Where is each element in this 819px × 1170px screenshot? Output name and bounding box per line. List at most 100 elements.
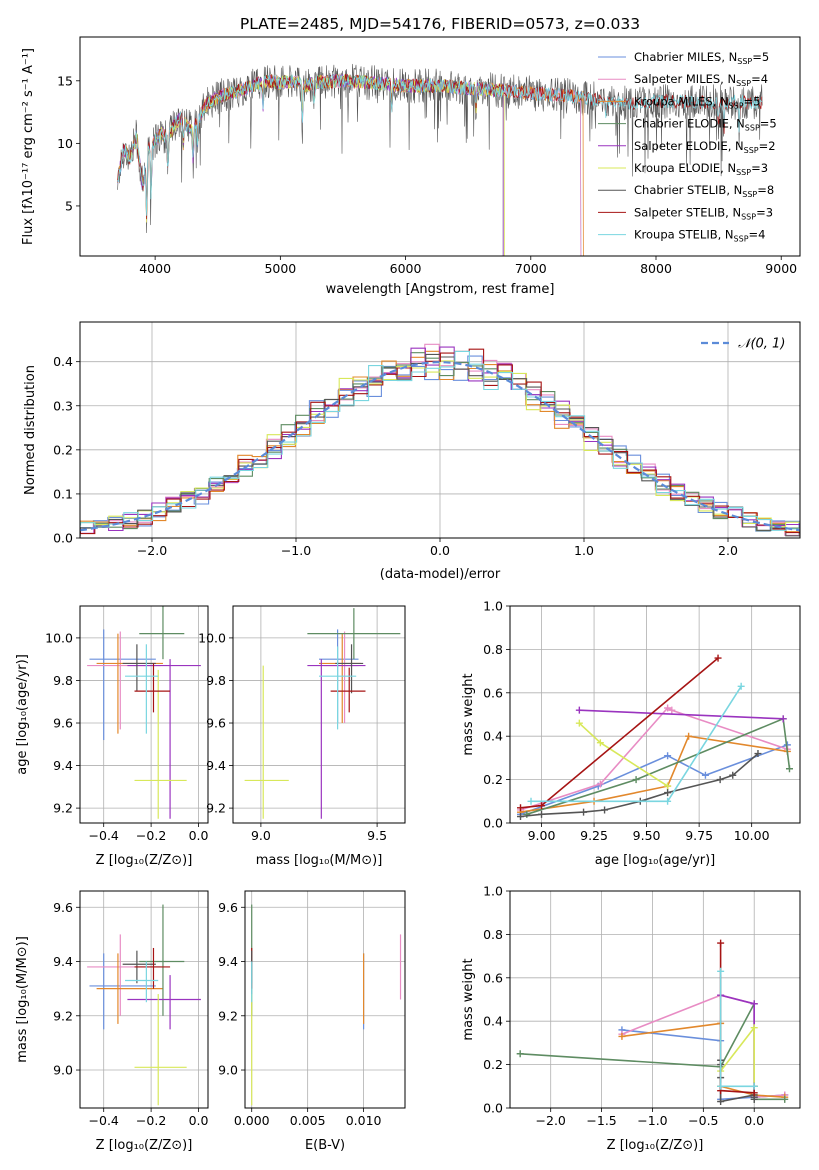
axes-mass_vs_z: −0.4 −0.2 0.0 9.0 9.2 9.4 9.6 Z [log₁₀(Z/Z⊙)] ma… — [15, 890, 209, 1153]
x-tick-label: 9.0 — [251, 828, 271, 843]
point-salpeter_elodie — [127, 659, 201, 819]
plot-area-mass_vs_ebv — [251, 904, 402, 1106]
x-tick-label: 0.005 — [290, 1113, 326, 1128]
weight-marker-kroupa_stelib — [717, 1082, 725, 1090]
axes-residuals: −2.0 −1.0 0.0 1.0 2.0 0.0 0.1 0.2 0.3 0.4 (data-mo… — [23, 321, 801, 582]
weight-marker-salpeter_miles — [668, 706, 676, 714]
point-kroupa_miles — [319, 633, 361, 724]
axes-age_vs_mass: 9.0 9.5 9.2 9.4 9.6 9.8 10.0 mass [log₁₀(M/M⊙)] — [198, 605, 406, 868]
weight-marker-kroupa_stelib — [664, 797, 672, 805]
y-tick-label: 9.6 — [218, 900, 238, 915]
x-tick-label: 9.50 — [633, 828, 661, 843]
weight-marker-kroupa_stelib — [717, 967, 725, 975]
legend-label-chabrier_stelib: Chabrier STELIB, NSSP=8 — [634, 183, 774, 199]
axes-frame — [244, 890, 406, 1109]
chart-title: PLATE=2485, MJD=54176, FIBERID=0573, z=0… — [240, 15, 640, 33]
y-tick-label: 0.2 — [483, 1057, 503, 1072]
series-salpeter_stelib — [717, 939, 758, 1097]
y-tick-label: 0.0 — [483, 1101, 503, 1116]
y-tick-label: 0.0 — [483, 816, 503, 831]
series-salpeter_stelib — [517, 654, 722, 812]
weight-marker-chabrier_stelib — [716, 776, 724, 784]
axes-frame — [79, 36, 801, 257]
axes-weight_vs_z: −2.0 −1.5 −1.0 −0.5 0.0 0.0 0.2 0.4 0.6 0.8 1.0 Z [… — [461, 884, 801, 1153]
weight-marker-kroupa_elodie — [596, 739, 604, 747]
axes-frame — [232, 605, 406, 824]
weight-marker-salpeter_elodie — [779, 715, 787, 723]
weight-marker-chabrier_stelib — [750, 1095, 758, 1103]
y-tick-label: 10.0 — [198, 630, 226, 645]
x-tick-label: 10.00 — [734, 828, 770, 843]
spectrum-line-chabrier_elodie — [117, 74, 504, 256]
x-tick-label: −0.2 — [136, 828, 166, 843]
x-tick-label: −1.0 — [637, 1113, 667, 1128]
legend-label-kroupa_miles: Kroupa MILES, NSSP=5 — [634, 94, 760, 110]
x-axis-label: Z [log₁₀(Z/Z⊙)] — [96, 853, 193, 868]
y-tick-label: 1.0 — [483, 599, 503, 614]
weight-marker-chabrier_stelib — [664, 789, 672, 797]
x-axis-label: age [log₁₀(age/yr)] — [595, 853, 716, 868]
point-kroupa_stelib — [125, 961, 159, 1003]
weight-marker-kroupa_elodie — [575, 719, 583, 727]
point-salpeter_elodie — [307, 659, 366, 819]
axes-spectrum: 4000 5000 6000 7000 8000 9000 5 10 15 PLATE=2485,… — [21, 15, 801, 297]
y-tick-label: 9.2 — [53, 801, 73, 816]
weight-marker-chabrier_miles — [701, 771, 709, 779]
weight-line-salpeter_elodie — [579, 709, 784, 720]
point-chabrier_elodie — [139, 606, 185, 660]
y-tick-label: 9.0 — [53, 1063, 73, 1078]
y-tick-label: 0.8 — [483, 927, 503, 942]
x-tick-label: 5000 — [264, 261, 296, 276]
point-chabrier_miles — [89, 629, 156, 741]
weight-marker-kroupa_miles — [685, 732, 693, 740]
y-tick-label: 10 — [57, 136, 73, 151]
x-tick-label: −0.2 — [136, 1113, 166, 1128]
y-tick-label: 9.6 — [53, 716, 73, 731]
axes-frame — [509, 605, 801, 824]
point-salpeter_stelib — [134, 947, 171, 989]
y-tick-label: 9.2 — [53, 1008, 73, 1023]
point-salpeter_miles — [87, 934, 161, 1016]
x-tick-label: 0.0 — [744, 1113, 764, 1128]
axes-frame — [79, 890, 209, 1109]
series-kroupa_miles — [517, 732, 791, 816]
y-tick-label: 0.4 — [483, 1014, 503, 1029]
y-axis-label: mass [log₁₀(M/M⊙)] — [15, 936, 30, 1063]
y-tick-label: 9.4 — [206, 758, 226, 773]
point-salpeter_stelib — [330, 667, 366, 713]
legend-label-salpeter_elodie: Salpeter ELODIE, NSSP=2 — [634, 139, 776, 155]
point-kroupa_elodie — [134, 994, 187, 1106]
x-tick-label: 9000 — [765, 261, 797, 276]
gaussian-curve — [80, 360, 800, 532]
plot-area-mass_vs_z — [87, 904, 201, 1106]
y-tick-label: 9.4 — [53, 758, 73, 773]
series-chabrier_stelib — [517, 750, 762, 820]
plot-area-weight_vs_age — [517, 654, 793, 820]
weight-marker-chabrier_stelib — [538, 810, 546, 818]
y-tick-label: 0.3 — [53, 398, 73, 413]
weight-line-chabrier_stelib — [719, 1060, 755, 1103]
x-tick-label: −0.5 — [688, 1113, 718, 1128]
y-tick-label: 9.6 — [53, 900, 73, 915]
point-chabrier_stelib — [335, 644, 364, 694]
x-tick-label: 9.00 — [528, 828, 556, 843]
weight-marker-salpeter_stelib — [750, 1089, 758, 1097]
weight-marker-kroupa_elodie — [750, 1024, 758, 1032]
x-tick-label: −2.0 — [536, 1113, 566, 1128]
x-tick-label: 9.75 — [685, 828, 713, 843]
weight-marker-salpeter_stelib — [517, 804, 525, 812]
x-tick-label: 0.010 — [346, 1113, 382, 1128]
y-tick-label: 0.6 — [483, 970, 503, 985]
x-axis-label: mass [log₁₀(M/M⊙)] — [256, 853, 383, 868]
y-tick-label: 0.0 — [53, 531, 73, 546]
x-axis-label: E(B-V) — [305, 1138, 345, 1153]
histogram-kroupa_stelib — [80, 350, 800, 531]
y-tick-label: 10.0 — [45, 630, 73, 645]
x-axis-label: wavelength [Angstrom, rest frame] — [326, 282, 555, 297]
weight-marker-chabrier_elodie — [516, 1050, 524, 1058]
point-kroupa_stelib — [319, 646, 357, 730]
weight-marker-kroupa_stelib — [737, 682, 745, 690]
y-axis-label: mass weight — [461, 673, 476, 755]
plot-area-age_vs_mass — [244, 608, 401, 819]
weight-marker-chabrier_elodie — [785, 765, 793, 773]
